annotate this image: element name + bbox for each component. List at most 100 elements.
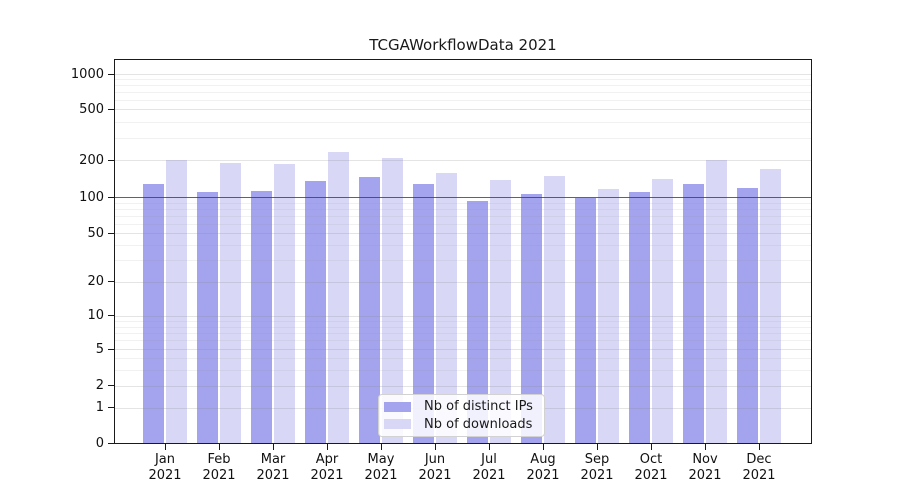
legend-label-downloads: Nb of downloads <box>424 416 533 432</box>
gridline-minor-40 <box>115 245 811 247</box>
x-label-line: Sep <box>584 452 610 467</box>
legend: Nb of distinct IPs Nb of downloads <box>378 394 545 437</box>
x-label-line: 2021 <box>688 468 722 483</box>
gridline-200 <box>115 160 811 161</box>
gridline-minor-60 <box>115 223 811 225</box>
x-tick-label-apr-2021: Apr 2021 <box>300 452 354 484</box>
gridline-minor-80 <box>115 208 811 210</box>
x-label-line: 2021 <box>364 468 398 483</box>
gridline-minor-3 <box>115 369 811 371</box>
gridline-minor-8 <box>115 326 811 328</box>
x-label-line: Oct <box>639 452 663 467</box>
x-tick-nov <box>704 444 706 450</box>
y-tick-label-0: 0 <box>95 435 104 451</box>
x-tick-label-aug-2021: Aug 2021 <box>516 452 570 484</box>
gridline-minor-300 <box>115 137 811 139</box>
bar-downloads-nov <box>706 160 727 443</box>
x-tick-label-dec-2021: Dec 2021 <box>732 452 786 484</box>
x-tick-apr <box>326 444 328 450</box>
x-label-line: Dec <box>746 452 772 467</box>
x-tick-jan <box>164 444 166 450</box>
gridline-500 <box>115 109 811 111</box>
y-tick-20 <box>108 281 114 283</box>
x-tick-feb <box>218 444 220 450</box>
x-tick-label-jul-2021: Jul 2021 <box>462 452 516 484</box>
gridline-5 <box>115 349 811 351</box>
y-tick-500 <box>108 108 114 110</box>
x-tick-label-feb-2021: Feb 2021 <box>192 452 246 484</box>
x-tick-label-may-2021: May 2021 <box>354 452 408 484</box>
x-tick-label-jan-2021: Jan 2021 <box>138 452 192 484</box>
gridline-2 <box>115 385 811 387</box>
gridline-minor-6 <box>115 340 811 342</box>
bar-downloads-oct <box>652 178 673 443</box>
gridline-50 <box>115 233 811 235</box>
gridline-minor-7 <box>115 332 811 334</box>
gridline-20 <box>115 281 811 283</box>
y-tick-2 <box>108 385 114 387</box>
x-tick-label-mar-2021: Mar 2021 <box>246 452 300 484</box>
x-label-line: 2021 <box>742 468 776 483</box>
bar-downloads-jun <box>436 173 457 443</box>
bar-ips-aug <box>521 193 542 443</box>
x-label-line: 2021 <box>256 468 290 483</box>
y-tick-label-10: 10 <box>87 308 104 324</box>
gridline-minor-9 <box>115 320 811 322</box>
x-label-line: 2021 <box>580 468 614 483</box>
x-label-line: Mar <box>260 452 286 467</box>
x-label-line: 2021 <box>310 468 344 483</box>
y-tick-10 <box>108 315 114 317</box>
y-tick-label-500: 500 <box>79 101 104 117</box>
x-tick-jun <box>434 444 436 450</box>
gridline-minor-400 <box>115 121 811 123</box>
x-label-line: Feb <box>207 452 231 467</box>
bar-downloads-jul <box>490 180 511 443</box>
x-label-line: 2021 <box>418 468 452 483</box>
bar-ips-feb <box>197 191 218 443</box>
gridline-minor-700 <box>115 92 811 94</box>
bar-ips-dec <box>737 187 758 443</box>
y-tick-200 <box>108 159 114 161</box>
bar-ips-jan <box>143 184 164 443</box>
gridline-minor-4 <box>115 358 811 360</box>
y-tick-label-2: 2 <box>95 378 104 394</box>
bar-downloads-feb <box>220 162 241 443</box>
y-tick-label-50: 50 <box>87 225 104 241</box>
bar-ips-sep <box>575 197 596 443</box>
legend-item-downloads: Nb of downloads <box>384 417 536 432</box>
gridline-minor-70 <box>115 215 811 217</box>
bar-ips-nov <box>683 184 704 443</box>
bar-downloads-mar <box>274 164 295 443</box>
legend-swatch-distinct-ips-icon <box>384 401 411 412</box>
bar-downloads-aug <box>544 175 565 443</box>
bar-downloads-dec <box>760 169 781 443</box>
y-tick-label-200: 200 <box>79 152 104 168</box>
bar-ips-oct <box>629 192 650 443</box>
bar-ips-jul <box>467 200 488 443</box>
gridline-minor-30 <box>115 260 811 262</box>
bar-ips-mar <box>251 190 272 443</box>
x-label-line: Jan <box>154 452 176 467</box>
gridline-minor-900 <box>115 79 811 81</box>
x-label-line: Jul <box>481 452 497 467</box>
y-tick-label-1000: 1000 <box>70 66 104 82</box>
x-tick-dec <box>758 444 760 450</box>
plot-area <box>114 59 812 444</box>
y-tick-50 <box>108 232 114 234</box>
y-tick-1000 <box>108 73 114 75</box>
chart-title: TCGAWorkflowData 2021 <box>369 36 557 54</box>
x-label-line: 2021 <box>202 468 236 483</box>
y-tick-100 <box>108 196 114 198</box>
x-label-line: Apr <box>315 452 339 467</box>
x-tick-label-oct-2021: Oct 2021 <box>624 452 678 484</box>
y-tick-1 <box>108 407 114 409</box>
gridline-minor-90 <box>115 202 811 204</box>
bar-downloads-jan <box>166 160 187 443</box>
x-tick-may <box>380 444 382 450</box>
y-tick-0 <box>108 442 114 444</box>
x-label-line: Aug <box>530 452 556 467</box>
bar-ips-jun <box>413 183 434 443</box>
x-tick-label-sep-2021: Sep 2021 <box>570 452 624 484</box>
x-label-line: May <box>367 452 395 467</box>
